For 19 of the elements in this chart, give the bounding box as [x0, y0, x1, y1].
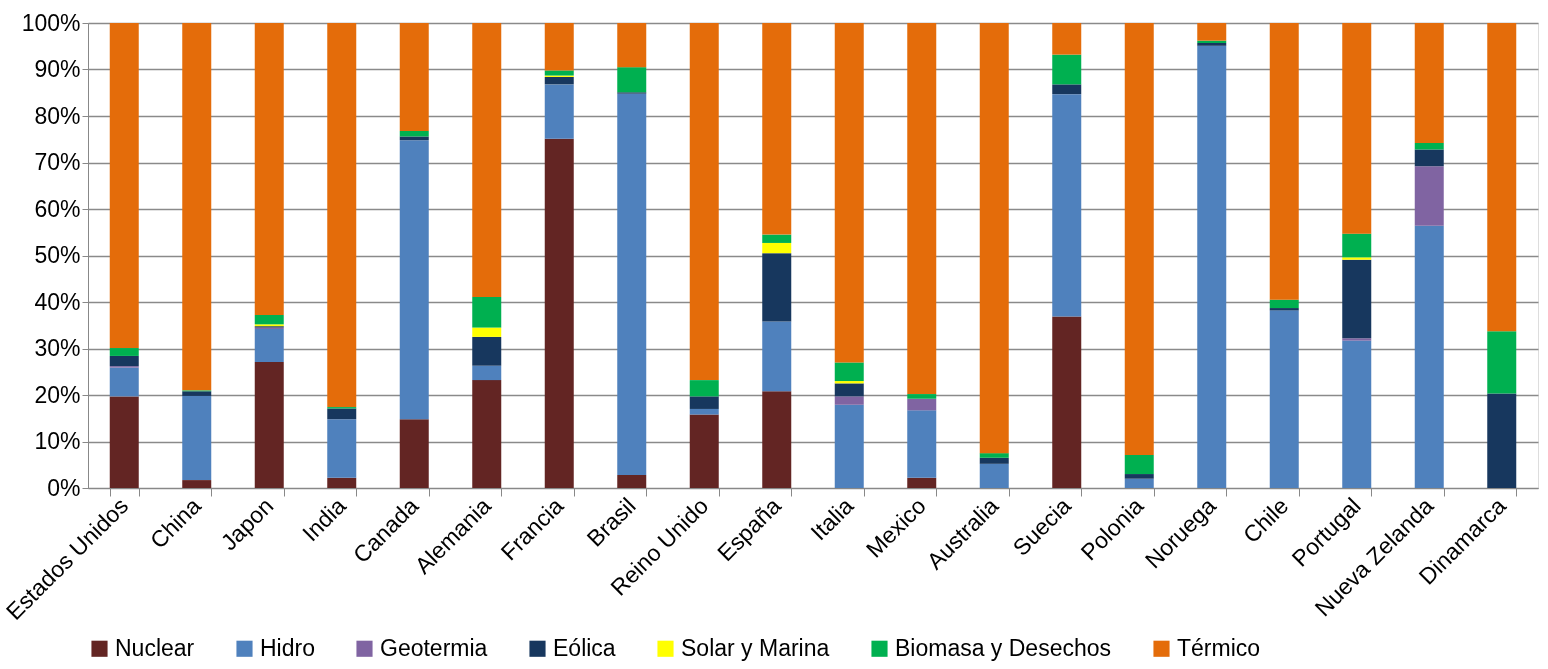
legend-label: Eólica — [553, 634, 616, 661]
y-tick-label: 30% — [34, 335, 81, 361]
legend-label: Térmico — [1177, 634, 1261, 661]
y-tick-label: 70% — [34, 149, 81, 175]
y-tick-label: 80% — [34, 102, 81, 129]
legend-label: Solar y Marina — [681, 634, 830, 661]
legend-label: Geotermia — [380, 634, 488, 661]
y-tick-label: 40% — [34, 288, 81, 315]
x-tick-label: Italia — [805, 492, 859, 546]
legend-label: Biomasa y Desechos — [895, 634, 1112, 661]
legend-label: Nuclear — [115, 634, 195, 661]
legend-label: Hidro — [260, 634, 315, 661]
y-tick-label: 10% — [34, 428, 81, 454]
y-tick-label: 20% — [34, 381, 81, 408]
y-tick-label: 100% — [21, 9, 81, 36]
y-tick-label: 90% — [34, 56, 81, 82]
y-tick-label: 0% — [47, 474, 81, 501]
y-tick-label: 60% — [34, 195, 81, 222]
y-tick-label: 50% — [34, 242, 81, 268]
